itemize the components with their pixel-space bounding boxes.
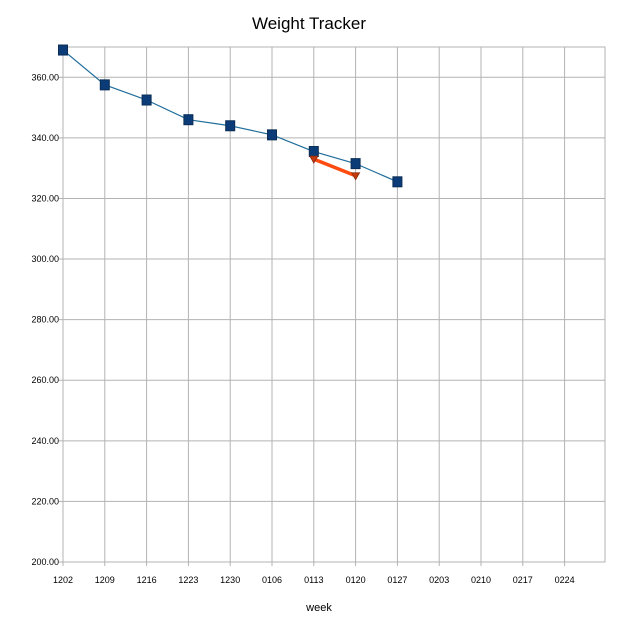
x-tick-label: 0120 (346, 575, 366, 585)
gridlines (59, 46, 606, 566)
x-axis-ticks: 1202 1209 1216 1223 1230 0106 0113 0120 0127 0203… (53, 575, 575, 585)
x-tick-label: 0113 (304, 575, 323, 585)
y-tick-label: 260.00 (31, 375, 59, 385)
x-tick-label: 1223 (178, 575, 198, 585)
y-tick-label: 240.00 (31, 436, 59, 446)
y-tick-label: 220.00 (31, 496, 59, 506)
y-tick-label: 300.00 (31, 254, 59, 264)
x-tick-label: 0203 (429, 575, 449, 585)
data-point (308, 146, 319, 158)
x-tick-label: 0210 (471, 575, 491, 585)
series-layer (58, 44, 403, 188)
plot-border (62, 46, 606, 563)
x-tick-label: 1230 (220, 575, 240, 585)
y-tick-label: 280.00 (31, 315, 59, 325)
data-point (183, 114, 194, 126)
x-tick-label: 1209 (95, 575, 115, 585)
x-tick-label: 1202 (53, 575, 73, 585)
data-point (309, 155, 319, 164)
x-tick-label: 1216 (137, 575, 157, 585)
x-tick-label: 0224 (555, 575, 575, 585)
data-point (392, 176, 403, 188)
data-point (267, 129, 277, 141)
chart-title: Weight Tracker (252, 14, 366, 33)
y-tick-label: 340.00 (31, 133, 59, 143)
data-point (99, 79, 110, 91)
y-tick-label: 200.00 (31, 557, 59, 567)
data-point (141, 94, 152, 106)
x-axis-label: week (305, 602, 332, 614)
data-point (225, 120, 236, 132)
data-point (350, 172, 361, 181)
data-point (350, 158, 361, 170)
data-point (58, 44, 68, 56)
x-tick-label: 0106 (262, 575, 282, 585)
x-tick-label: 0127 (387, 575, 407, 585)
y-tick-label: 360.00 (31, 72, 59, 82)
x-tick-label: 0217 (513, 575, 533, 585)
series-line-2 (313, 157, 357, 178)
y-tick-label: 320.00 (31, 193, 59, 203)
y-axis-ticks: 200.00 220.00 240.00 260.00 280.00 300.00 320.… (31, 72, 59, 567)
